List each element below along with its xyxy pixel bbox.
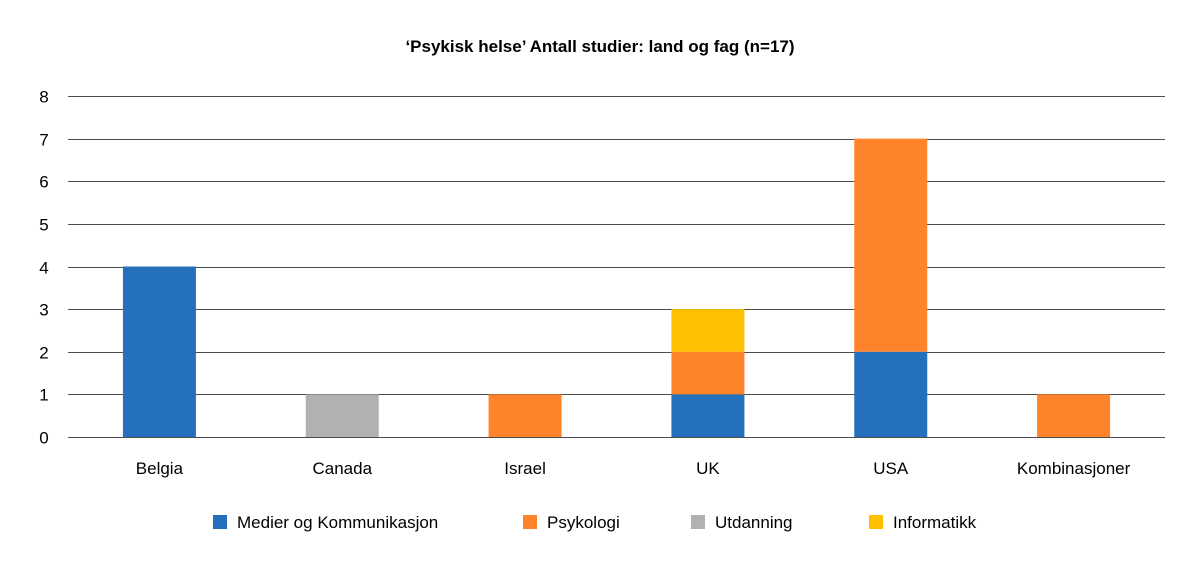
x-axis-categories: Belgia Canada Israel UK USA Kombinasjoner <box>136 459 1131 478</box>
y-tick-label: 6 <box>39 173 48 192</box>
bar-canada-utdanning <box>305 394 379 437</box>
bars <box>122 138 1111 437</box>
y-tick-label: 0 <box>39 429 48 448</box>
bar-usa-medier-og-kommunikasjon <box>854 351 928 437</box>
chart-title: ‘Psykisk helse’ Antall studier: land og … <box>405 37 794 56</box>
y-tick-label: 8 <box>39 88 48 107</box>
y-tick-label: 4 <box>39 259 48 278</box>
legend-label: Medier og Kommunikasjon <box>237 513 438 532</box>
x-tick-label-israel: Israel <box>504 459 546 478</box>
bar-kombinasjoner-psykologi <box>1037 394 1111 437</box>
y-tick-label: 5 <box>39 216 48 235</box>
legend-item-medier-og-kommunikasjon: Medier og Kommunikasjon <box>213 513 438 532</box>
legend-item-psykologi: Psykologi <box>523 513 620 532</box>
bar-uk-informatikk <box>671 309 745 352</box>
bar-israel-psykologi <box>488 394 562 437</box>
x-tick-label-canada: Canada <box>312 459 372 478</box>
legend-swatch <box>213 515 227 529</box>
x-tick-label-usa: USA <box>873 459 909 478</box>
legend-item-informatikk: Informatikk <box>869 513 977 532</box>
legend-label: Informatikk <box>893 513 977 532</box>
legend-item-utdanning: Utdanning <box>691 513 793 532</box>
x-tick-label-uk: UK <box>696 459 720 478</box>
bar-uk-psykologi <box>671 351 745 395</box>
y-tick-label: 2 <box>39 344 48 363</box>
legend-label: Psykologi <box>547 513 620 532</box>
gridlines <box>68 96 1165 438</box>
bar-usa-psykologi <box>854 138 928 352</box>
bar-uk-medier-og-kommunikasjon <box>671 394 745 437</box>
legend-label: Utdanning <box>715 513 793 532</box>
y-tick-label: 3 <box>39 301 48 320</box>
legend: Medier og Kommunikasjon Psykologi Utdannin… <box>213 513 977 532</box>
legend-swatch <box>869 515 883 529</box>
legend-swatch <box>523 515 537 529</box>
bar-belgia-medier-og-kommunikasjon <box>122 266 196 437</box>
x-tick-label-kombinasjoner: Kombinasjoner <box>1017 459 1131 478</box>
y-tick-label: 7 <box>39 131 48 150</box>
legend-swatch <box>691 515 705 529</box>
y-axis-ticks: 0 1 2 3 4 5 6 7 8 <box>39 88 48 448</box>
y-tick-label: 1 <box>39 386 48 405</box>
x-tick-label-belgia: Belgia <box>136 459 184 478</box>
